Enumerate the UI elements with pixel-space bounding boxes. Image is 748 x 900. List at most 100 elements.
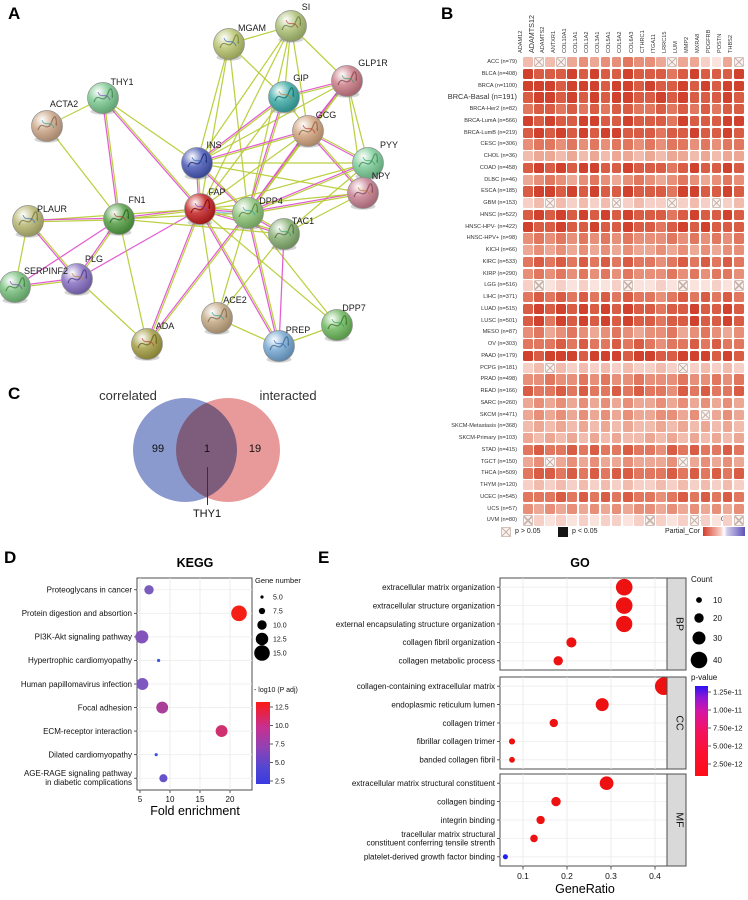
chart-text: 5.0 bbox=[275, 760, 285, 767]
kegg-row-label: ECM-receptor interaction bbox=[43, 727, 132, 736]
heatmap-cell bbox=[534, 268, 544, 279]
heatmap-cell bbox=[523, 303, 533, 315]
heatmap-cell bbox=[678, 444, 689, 456]
heatmap-cell bbox=[634, 68, 644, 80]
heatmap-cell bbox=[534, 174, 544, 185]
network-node-plg: PLG bbox=[61, 254, 103, 296]
heatmap-cell bbox=[589, 151, 600, 162]
heatmap-cell bbox=[667, 92, 677, 103]
heatmap-cell bbox=[700, 386, 711, 397]
heatmap-cell bbox=[711, 292, 722, 303]
heatmap-cell bbox=[678, 198, 689, 209]
go-term-label: banded collagen fibril bbox=[419, 756, 495, 765]
heatmap-cell bbox=[556, 503, 566, 514]
heatmap-cell bbox=[567, 503, 578, 514]
heatmap-cell bbox=[622, 209, 633, 221]
heatmap-cell bbox=[556, 397, 566, 409]
heatmap-cell bbox=[678, 162, 689, 174]
heatmap-cell bbox=[534, 221, 544, 232]
heatmap-cell bbox=[634, 104, 644, 115]
heatmap-cell bbox=[523, 386, 533, 397]
heatmap-cell bbox=[534, 80, 544, 91]
heatmap-cell bbox=[711, 104, 722, 115]
heatmap-cell bbox=[534, 68, 544, 80]
heatmap-cell bbox=[578, 315, 589, 326]
heatmap-cell bbox=[733, 68, 744, 80]
heatmap-cell bbox=[567, 386, 578, 397]
heatmap-cell bbox=[700, 303, 711, 315]
heatmap-cell bbox=[545, 503, 555, 514]
heatmap-cell bbox=[589, 444, 600, 456]
panel-letter-b: B bbox=[441, 4, 454, 23]
heatmap-cell bbox=[578, 151, 589, 162]
heatmap-cell bbox=[645, 174, 655, 185]
heatmap-cell bbox=[656, 198, 666, 209]
heatmap-cell bbox=[722, 374, 733, 385]
heatmap-row-label: BRCA-Her2 (n=82) bbox=[469, 106, 517, 112]
heatmap-cell bbox=[711, 386, 722, 397]
network-edge bbox=[248, 163, 369, 215]
heatmap-cell bbox=[733, 515, 744, 526]
heatmap-cell bbox=[556, 386, 566, 397]
heatmap-column-label: PDGFRB bbox=[706, 29, 713, 53]
heatmap-cell bbox=[711, 245, 722, 256]
heatmap-cell bbox=[645, 233, 655, 244]
heatmap-cell bbox=[733, 433, 744, 444]
heatmap-cell bbox=[556, 104, 566, 115]
heatmap-cell bbox=[622, 280, 633, 291]
kegg-dot bbox=[135, 630, 149, 644]
heatmap-cell bbox=[589, 115, 600, 127]
heatmap-cell bbox=[645, 444, 655, 456]
heatmap-cell bbox=[578, 127, 589, 138]
heatmap-cell bbox=[667, 327, 677, 338]
heatmap-cell bbox=[622, 421, 633, 432]
heatmap-cell bbox=[678, 174, 689, 185]
heatmap-row-label: STAD (n=415) bbox=[481, 446, 518, 453]
heatmap-cell bbox=[600, 503, 611, 514]
go-term-label: constituent conferring tensile strenth bbox=[366, 838, 495, 847]
heatmap-cell bbox=[667, 198, 677, 209]
heatmap-cell bbox=[656, 139, 666, 150]
kegg-row-label: AGE-RAGE signaling pathway bbox=[24, 769, 132, 778]
heatmap-cell bbox=[567, 174, 578, 185]
heatmap-cell bbox=[711, 491, 722, 503]
heatmap-cell bbox=[556, 480, 566, 491]
heatmap-cell bbox=[722, 292, 733, 303]
heatmap-cell bbox=[700, 186, 711, 197]
heatmap-cell bbox=[545, 115, 555, 127]
go-x-tick: 0.1 bbox=[517, 871, 529, 881]
heatmap-cell bbox=[689, 480, 700, 491]
heatmap-cell bbox=[567, 480, 578, 491]
heatmap-cell bbox=[622, 127, 633, 138]
heatmap-cell bbox=[589, 315, 600, 326]
heatmap-cell bbox=[545, 268, 555, 279]
heatmap-cell bbox=[534, 503, 544, 514]
heatmap-cell bbox=[556, 92, 566, 103]
network-node-label: ADA bbox=[156, 321, 175, 331]
heatmap-cell bbox=[589, 92, 600, 103]
heatmap-cell bbox=[545, 162, 555, 174]
heatmap-cell bbox=[711, 151, 722, 162]
heatmap-cell bbox=[711, 444, 722, 456]
legend-p-low-swatch bbox=[558, 527, 568, 537]
ppi-network: SI MGAM GLP1R GIP THY1 ACTA2 GCG INS PYY NPY FAP DP… bbox=[0, 2, 398, 363]
heatmap-cell bbox=[589, 174, 600, 185]
heatmap-column-label: ADAMTS12 bbox=[526, 15, 536, 53]
heatmap-cell bbox=[645, 92, 655, 103]
heatmap-cell bbox=[545, 350, 555, 362]
heatmap-cell bbox=[700, 127, 711, 138]
heatmap-cell bbox=[689, 80, 700, 91]
network-node-thy1: THY1 bbox=[87, 77, 134, 115]
go-dot bbox=[599, 776, 614, 791]
heatmap-cell bbox=[700, 92, 711, 103]
heatmap-row-label: KIRC (n=533) bbox=[482, 258, 517, 265]
chart-text: 30 bbox=[713, 634, 722, 643]
heatmap-cell bbox=[722, 315, 733, 326]
network-node-label: SI bbox=[302, 2, 311, 12]
network-edge bbox=[103, 97, 202, 209]
heatmap-cell bbox=[622, 339, 633, 350]
heatmap-cell bbox=[689, 456, 700, 467]
heatmap-cell bbox=[589, 397, 600, 409]
network-edges bbox=[14, 25, 370, 347]
